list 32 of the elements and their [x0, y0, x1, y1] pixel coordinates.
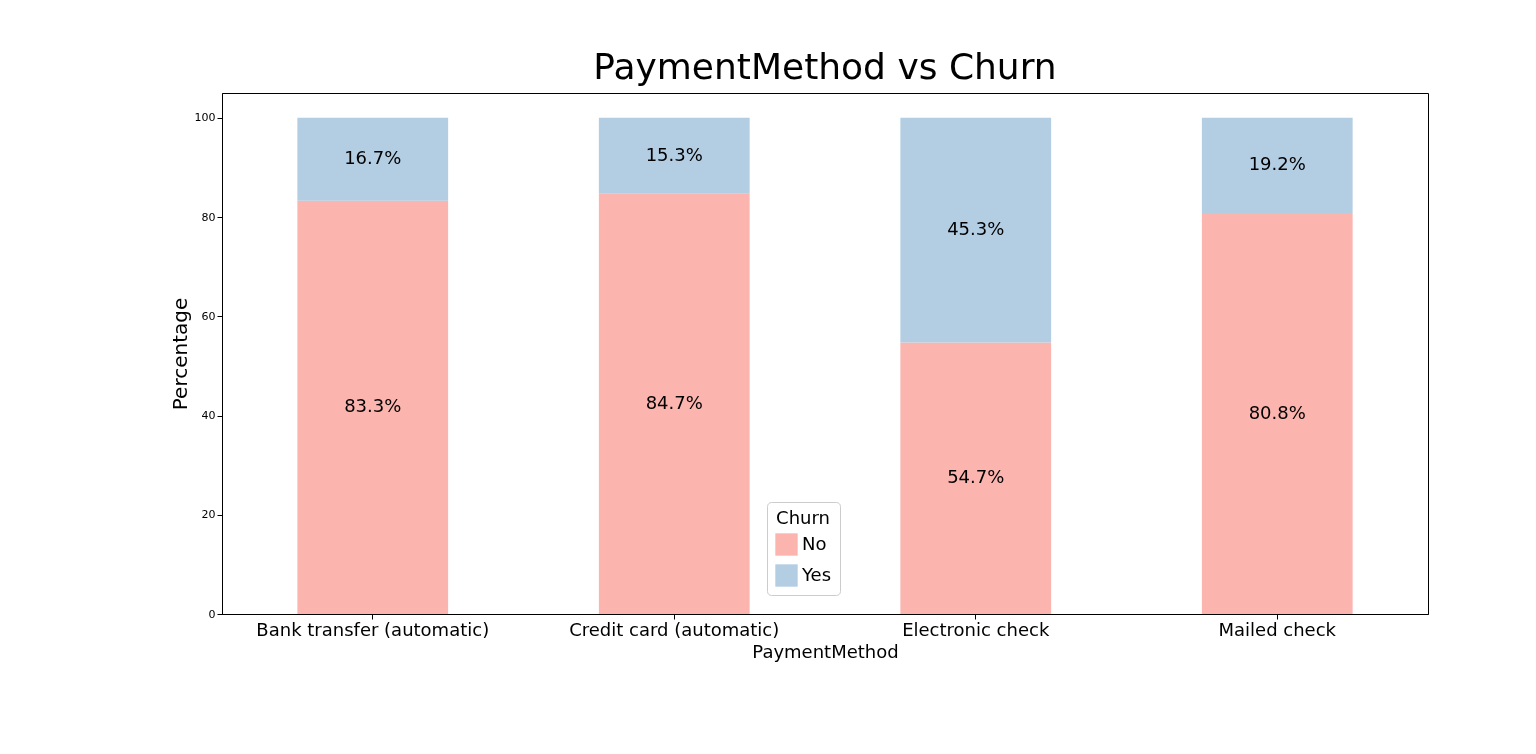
bar — [598, 193, 750, 614]
bar — [1201, 213, 1353, 614]
y-tick-label: 0 — [208, 607, 216, 621]
bar — [598, 117, 750, 194]
bar — [900, 117, 1052, 343]
data-label: 45.3% — [947, 218, 1005, 240]
y-axis-title: Percentage — [167, 297, 192, 411]
bar — [1201, 117, 1353, 214]
data-label: 84.7% — [645, 391, 703, 413]
y-tick-label: 60 — [201, 309, 216, 323]
x-tick-label: Electronic check — [902, 618, 1050, 640]
y-tick-label: 100 — [194, 111, 216, 125]
data-label: 83.3% — [344, 395, 402, 417]
bar — [297, 117, 449, 201]
data-label: 80.8% — [1248, 401, 1306, 423]
x-tick-label: Bank transfer (automatic) — [256, 618, 490, 640]
x-axis-title: PaymentMethod — [752, 640, 899, 662]
y-tick-label: 40 — [201, 409, 216, 423]
y-tick-label: 20 — [201, 508, 216, 522]
bar — [297, 200, 449, 614]
data-label: 19.2% — [1248, 153, 1306, 175]
y-tick-label: 80 — [201, 210, 216, 224]
legend-title: Churn — [776, 507, 830, 528]
data-label: 15.3% — [645, 143, 703, 165]
data-label: 54.7% — [947, 466, 1005, 488]
bar — [900, 342, 1052, 614]
legend-label: Yes — [801, 563, 832, 585]
legend-label: No — [802, 532, 827, 554]
chart-title: PaymentMethod vs Churn — [593, 46, 1057, 87]
x-tick-label: Credit card (automatic) — [569, 618, 780, 640]
x-tick-label: Mailed check — [1218, 618, 1337, 640]
data-label: 16.7% — [344, 147, 402, 169]
